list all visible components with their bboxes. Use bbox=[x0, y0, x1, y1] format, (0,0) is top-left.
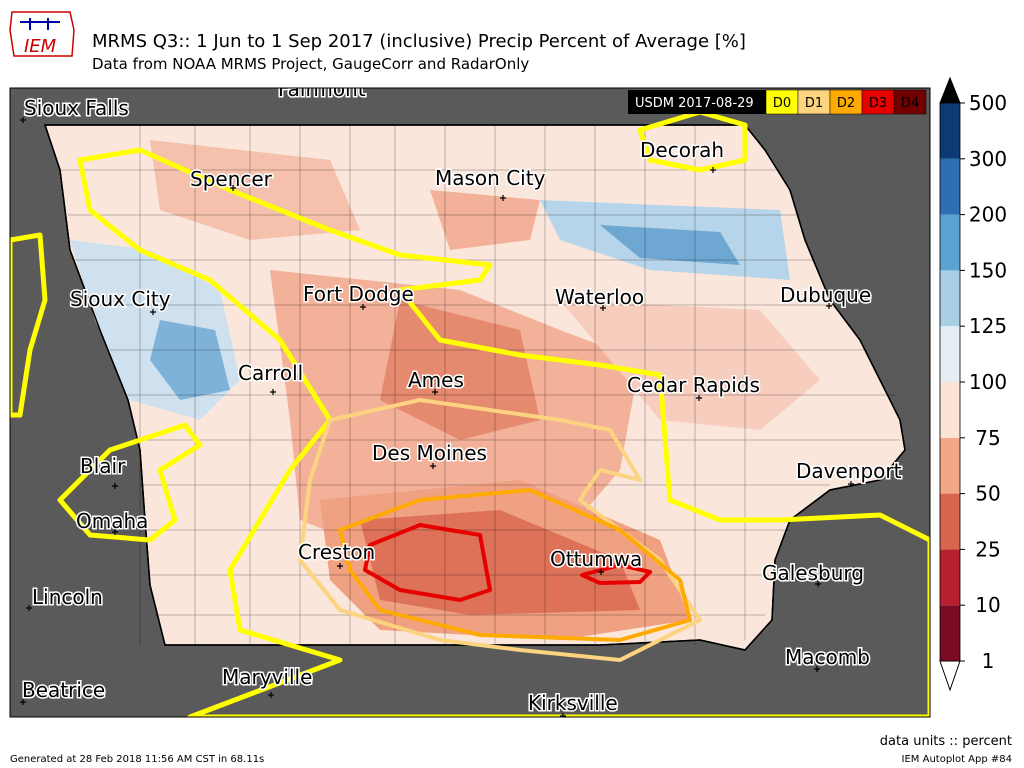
city-labels: Sioux Falls Fairmont Spencer Mason City … bbox=[20, 77, 903, 717]
city-label: Kirksville bbox=[528, 691, 618, 715]
generated-note: Generated at 28 Feb 2018 11:56 AM CST in… bbox=[10, 754, 264, 765]
colorbar-segment bbox=[940, 493, 960, 550]
usdm-label: USDM 2017-08-29 bbox=[635, 96, 754, 111]
city-label: Decorah bbox=[640, 138, 724, 162]
city-label: Fort Dodge bbox=[303, 282, 414, 306]
city-label: Fairmont bbox=[278, 77, 366, 101]
city-label: Sioux Falls bbox=[24, 96, 129, 120]
city-label: Omaha bbox=[76, 509, 148, 533]
usdm-category: D3 bbox=[869, 96, 887, 111]
colorbar-label: 300 bbox=[969, 147, 1007, 171]
city-label: Dubuque bbox=[780, 283, 871, 307]
subtitle: Data from NOAA MRMS Project, GaugeCorr a… bbox=[92, 55, 529, 73]
city-label: Blair bbox=[80, 454, 126, 478]
city-label: Cedar Rapids bbox=[627, 373, 760, 397]
city-label: Mason City bbox=[435, 166, 546, 190]
city-label: Ottumwa bbox=[550, 547, 642, 571]
colorbar-label: 500 bbox=[969, 91, 1007, 115]
colorbar-label: 1 bbox=[982, 649, 995, 673]
colorbar-segment bbox=[940, 103, 960, 159]
usdm-legend: USDM 2017-08-29 D0 D1 D2 D3 D4 bbox=[628, 89, 927, 115]
colorbar-segment bbox=[940, 437, 960, 494]
iem-logo: IEM bbox=[9, 11, 75, 57]
colorbar-segment bbox=[940, 326, 960, 382]
city-label: Davenport bbox=[796, 459, 902, 483]
city-label: Macomb bbox=[785, 645, 870, 669]
colorbar-segment bbox=[940, 214, 960, 271]
city-label: Creston bbox=[298, 540, 375, 564]
logo-text: IEM bbox=[24, 36, 57, 57]
usdm-swatch bbox=[765, 89, 799, 115]
city-label: Beatrice bbox=[22, 678, 105, 702]
app-note: IEM Autoplot App #84 bbox=[902, 754, 1012, 765]
colorbar-segment bbox=[940, 158, 960, 215]
colorbar-label: 125 bbox=[969, 314, 1007, 338]
colorbar-segment bbox=[940, 270, 960, 327]
city-label: Galesburg bbox=[762, 561, 864, 585]
colorbar-label: 25 bbox=[975, 537, 1000, 561]
city-label: Lincoln bbox=[32, 585, 103, 609]
usdm-category: D2 bbox=[837, 96, 855, 111]
title: MRMS Q3:: 1 Jun to 1 Sep 2017 (inclusive… bbox=[92, 31, 746, 52]
usdm-swatch bbox=[861, 89, 895, 115]
colorbar-label: 200 bbox=[969, 203, 1007, 227]
colorbar-label: 10 bbox=[975, 593, 1000, 617]
city-label: Sioux City bbox=[70, 287, 171, 311]
colorbar-label: 75 bbox=[975, 426, 1000, 450]
colorbar-label: 50 bbox=[975, 482, 1000, 506]
usdm-category: D1 bbox=[805, 96, 823, 111]
usdm-category: D4 bbox=[901, 96, 919, 111]
city-label: Waterloo bbox=[555, 285, 644, 309]
city-label: Des Moines bbox=[372, 441, 487, 465]
city-label: Carroll bbox=[238, 361, 303, 385]
colorbar-label: 150 bbox=[969, 258, 1007, 282]
city-label: Ames bbox=[408, 368, 464, 392]
map: Sioux Falls Fairmont Spencer Mason City … bbox=[10, 77, 930, 717]
usdm-swatch bbox=[893, 89, 927, 115]
colorbar-segment bbox=[940, 549, 960, 606]
usdm-swatch bbox=[829, 89, 863, 115]
city-label: Maryville bbox=[222, 665, 312, 689]
colorbar-label: 100 bbox=[969, 370, 1007, 394]
colorbar: 1 10 25 50 75 100 125 150 200 300 500 bbox=[939, 76, 1007, 692]
units-note: data units :: percent bbox=[880, 734, 1012, 749]
colorbar-segment bbox=[940, 382, 960, 438]
drought-areas bbox=[10, 109, 930, 717]
colorbar-segment bbox=[940, 605, 960, 661]
usdm-category: D0 bbox=[773, 96, 791, 111]
